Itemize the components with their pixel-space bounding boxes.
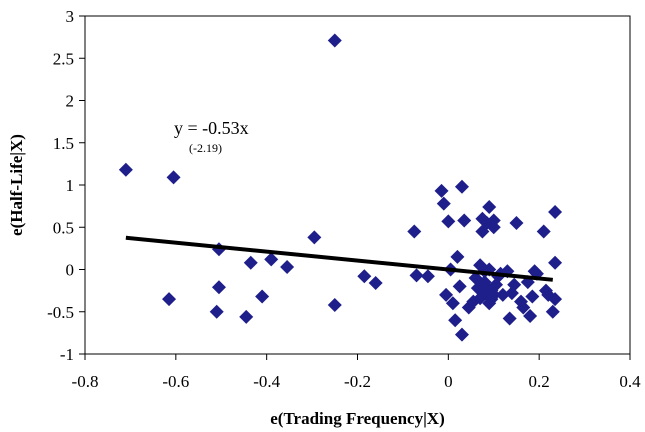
data-point xyxy=(548,255,563,270)
x-axis: -0.8 -0.6 -0.4 -0.2 0 0.2 0.4 xyxy=(72,354,641,391)
data-point xyxy=(327,297,342,312)
y-axis-title: e(Half-Life|X) xyxy=(7,134,26,236)
data-point xyxy=(536,224,551,239)
data-point xyxy=(516,300,531,315)
x-tick-label: -0.4 xyxy=(253,372,280,391)
data-point xyxy=(327,33,342,48)
data-point xyxy=(448,313,463,328)
data-point xyxy=(368,276,383,291)
data-point xyxy=(118,162,133,177)
data-point xyxy=(504,286,519,301)
data-point xyxy=(486,220,501,235)
data-point xyxy=(409,268,424,283)
y-tick-label: 0 xyxy=(66,261,75,280)
data-point xyxy=(450,249,465,264)
x-tick-label: 0.4 xyxy=(619,372,641,391)
y-tick-label: 1 xyxy=(66,176,75,195)
y-tick-label: -1 xyxy=(60,345,74,364)
data-point xyxy=(407,224,422,239)
data-points xyxy=(118,33,563,342)
data-point xyxy=(243,255,258,270)
data-point xyxy=(454,327,469,342)
data-point xyxy=(502,311,517,326)
data-point xyxy=(548,205,563,220)
x-tick-label: -0.6 xyxy=(162,372,189,391)
x-axis-title: e(Trading Frequency|X) xyxy=(270,409,445,428)
data-point xyxy=(454,179,469,194)
data-point xyxy=(239,309,254,324)
y-axis: -1 -0.5 0 0.5 1 1.5 2 2.5 3 xyxy=(47,7,85,364)
x-tick-label: 0 xyxy=(444,372,453,391)
y-tick-label: 1.5 xyxy=(53,134,74,153)
regression-equation: y = -0.53x xyxy=(174,118,249,138)
data-point xyxy=(255,289,270,304)
data-point xyxy=(357,269,372,284)
data-point xyxy=(211,280,226,295)
y-tick-label: 3 xyxy=(66,7,75,26)
y-tick-label: 2 xyxy=(66,92,75,111)
y-tick-label: -0.5 xyxy=(47,303,74,322)
y-tick-label: 2.5 xyxy=(53,49,74,68)
regression-t-stat: (-2.19) xyxy=(189,141,222,155)
regression-line xyxy=(125,235,553,282)
data-point xyxy=(209,304,224,319)
data-point xyxy=(486,287,501,302)
x-tick-label: 0.2 xyxy=(529,372,550,391)
data-point xyxy=(162,292,177,307)
data-point xyxy=(507,277,522,292)
data-point xyxy=(548,292,563,307)
data-point xyxy=(436,196,451,211)
data-point xyxy=(441,214,456,229)
x-tick-label: -0.2 xyxy=(344,372,371,391)
data-point xyxy=(280,259,295,274)
data-point xyxy=(523,308,538,323)
x-tick-label: -0.8 xyxy=(72,372,99,391)
data-point xyxy=(420,269,435,284)
data-point xyxy=(439,287,454,302)
data-point xyxy=(434,183,449,198)
data-point xyxy=(545,304,560,319)
data-point xyxy=(482,199,497,214)
y-tick-label: 0.5 xyxy=(53,218,74,237)
data-point xyxy=(452,279,467,294)
data-point xyxy=(307,230,322,245)
data-point xyxy=(509,216,524,231)
data-point xyxy=(525,289,540,304)
data-point xyxy=(166,170,181,185)
data-point xyxy=(264,252,279,267)
data-point xyxy=(495,287,510,302)
data-point xyxy=(445,296,460,311)
data-point xyxy=(457,213,472,228)
